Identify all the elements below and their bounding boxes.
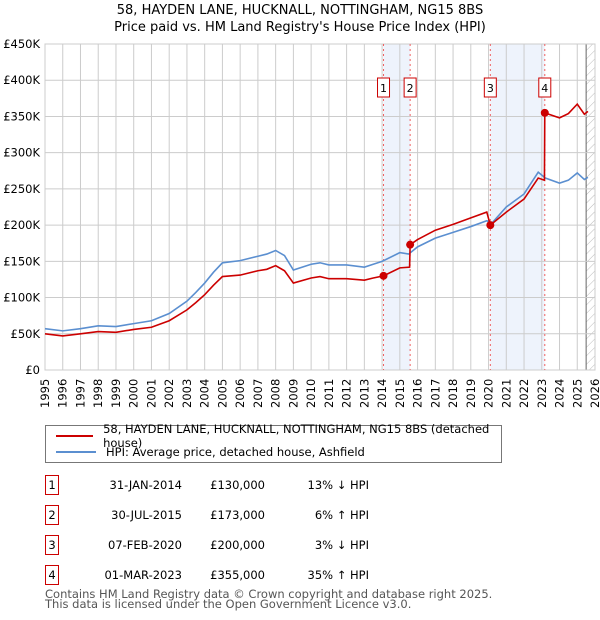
sale-price: £200,000 — [210, 538, 265, 552]
x-tick-label: 2025 — [570, 379, 584, 408]
sale-price: £130,000 — [210, 478, 265, 492]
sale-date: 30-JUL-2015 — [111, 508, 182, 522]
sale-row: 2 30-JUL-2015 £173,000 6% ↑ HPI — [45, 505, 500, 525]
sale-point — [379, 271, 388, 280]
x-tick-label: 2023 — [535, 379, 549, 408]
x-tick-label: 2008 — [269, 379, 283, 408]
legend-label: 58, HAYDEN LANE, HUCKNALL, NOTTINGHAM, N… — [103, 422, 490, 450]
sale-hpi-diff: 35% ↑ HPI — [307, 568, 369, 582]
sale-number: 3 — [45, 535, 59, 555]
x-tick-label: 2006 — [233, 379, 247, 408]
x-tick-label: 2010 — [304, 379, 318, 408]
sale-marker-box — [483, 77, 497, 98]
sale-row: 1 31-JAN-2014 £130,000 13% ↓ HPI — [45, 475, 500, 495]
x-tick-label: 2011 — [322, 379, 336, 408]
x-tick-label: 2026 — [588, 379, 600, 408]
y-tick-label: £250K — [3, 182, 40, 196]
y-tick-label: £150K — [3, 254, 40, 268]
x-tick-label: 2000 — [127, 379, 141, 408]
x-tick-label: 2001 — [144, 379, 158, 408]
sale-marker-box — [377, 77, 391, 98]
sale-row: 3 07-FEB-2020 £200,000 3% ↓ HPI — [45, 535, 500, 555]
sale-marker-label: 4 — [541, 82, 548, 95]
x-tick-label: 2024 — [553, 379, 567, 408]
x-tick-label: 2012 — [340, 379, 354, 408]
y-tick-label: £50K — [11, 327, 41, 341]
sale-price: £173,000 — [210, 508, 265, 522]
y-tick-label: £300K — [3, 146, 40, 160]
x-tick-label: 2005 — [215, 379, 229, 408]
x-tick-label: 2019 — [464, 379, 478, 408]
legend: 58, HAYDEN LANE, HUCKNALL, NOTTINGHAM, N… — [45, 422, 502, 463]
sale-point — [540, 108, 549, 117]
sale-marker-label: 1 — [380, 82, 387, 95]
chart-title: 58, HAYDEN LANE, HUCKNALL, NOTTINGHAM, N… — [116, 3, 484, 18]
sale-point — [486, 221, 495, 230]
y-tick-label: £350K — [3, 109, 40, 123]
y-tick-label: £450K — [3, 37, 40, 51]
x-tick-label: 1995 — [38, 379, 52, 408]
red-line-swatch — [56, 435, 94, 437]
forecast-hatch — [586, 44, 595, 370]
x-tick-label: 2014 — [375, 379, 389, 408]
x-tick-label: 2018 — [446, 379, 460, 408]
sale-marker-box — [403, 77, 417, 98]
y-tick-label: £200K — [3, 218, 40, 232]
footer-line: Contains HM Land Registry data © Crown c… — [45, 587, 493, 601]
footer: Contains HM Land Registry data © Crown c… — [45, 587, 493, 611]
sale-row: 4 01-MAR-2023 £355,000 35% ↑ HPI — [45, 565, 500, 585]
x-tick-label: 2021 — [499, 379, 513, 408]
x-tick-label: 1998 — [91, 379, 105, 408]
plot-frame — [44, 43, 596, 371]
footer-line: This data is licensed under the Open Gov… — [45, 597, 412, 611]
sale-hpi-diff: 3% ↓ HPI — [314, 538, 369, 552]
y-tick-label: £0 — [25, 363, 40, 377]
sale-price: £355,000 — [210, 568, 265, 582]
sale-hpi-diff: 13% ↓ HPI — [307, 478, 369, 492]
chart-subtitle: Price paid vs. HM Land Registry's House … — [114, 20, 486, 35]
y-tick-label: £100K — [3, 291, 40, 305]
x-tick-label: 2020 — [482, 379, 496, 408]
x-tick-label: 2007 — [251, 379, 265, 408]
x-tick-label: 2003 — [180, 379, 194, 408]
sale-point — [406, 240, 415, 249]
y-tick-label: £400K — [3, 73, 40, 87]
sale-marker-label: 2 — [407, 82, 414, 95]
sale-date: 07-FEB-2020 — [108, 538, 182, 552]
x-tick-label: 2017 — [428, 379, 442, 408]
hpi-line — [44, 171, 589, 332]
legend-item-property: 58, HAYDEN LANE, HUCKNALL, NOTTINGHAM, N… — [56, 422, 501, 450]
shaded-period — [490, 44, 545, 370]
blue-line-swatch — [56, 451, 96, 453]
sale-date: 01-MAR-2023 — [104, 568, 182, 582]
x-tick-label: 2022 — [517, 379, 531, 408]
sale-number: 1 — [45, 475, 59, 495]
x-tick-label: 1996 — [56, 379, 70, 408]
sale-hpi-diff: 6% ↑ HPI — [314, 508, 369, 522]
x-tick-label: 1997 — [73, 379, 87, 408]
sale-marker-label: 3 — [487, 82, 494, 95]
x-tick-label: 2016 — [411, 379, 425, 408]
x-tick-label: 1999 — [109, 379, 123, 408]
x-tick-label: 2009 — [286, 379, 300, 408]
sale-number: 2 — [45, 505, 59, 525]
price-paid-line — [44, 102, 589, 337]
x-tick-label: 2015 — [393, 379, 407, 408]
x-tick-label: 2004 — [198, 379, 212, 408]
x-tick-label: 2013 — [357, 379, 371, 408]
sale-date: 31-JAN-2014 — [109, 478, 183, 492]
x-tick-label: 2002 — [162, 379, 176, 408]
shaded-period — [383, 44, 411, 370]
legend-label: HPI: Average price, detached house, Ashf… — [106, 445, 365, 459]
sale-number: 4 — [45, 565, 59, 585]
legend-item-hpi: HPI: Average price, detached house, Ashf… — [56, 444, 365, 460]
price-chart: 1995 1996 1997 1998 1999 2000 2001 2002 2003 2004… — [3, 37, 600, 408]
sale-marker-box — [538, 77, 552, 98]
